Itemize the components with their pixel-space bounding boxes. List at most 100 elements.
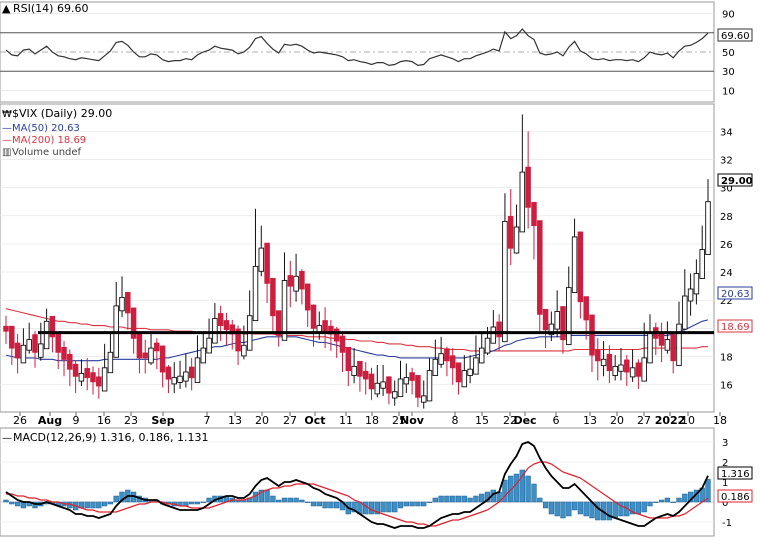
candle-body (84, 368, 90, 379)
candle-body (368, 373, 375, 390)
date-tick-label: 18 (713, 414, 727, 427)
candle-body (664, 339, 671, 351)
candle-body (513, 226, 520, 254)
date-tick-label: 20 (610, 414, 624, 427)
date-tick-label: Dec (513, 414, 536, 427)
chart-title-icon: ₩ (2, 109, 12, 120)
candle-body (72, 363, 79, 377)
signal-last-box (717, 489, 753, 503)
date-tick-label: 22 (503, 414, 517, 427)
candle-body (583, 296, 589, 321)
macd-histogram-bar (380, 501, 386, 513)
price-panel: 34323028262422201816 ₩ $VIX (Daily) 29.0… (0, 103, 753, 413)
macd-histogram-bar (658, 499, 665, 503)
price-tick-label: 16 (720, 381, 733, 392)
candle-body (374, 382, 381, 395)
candle-body (432, 358, 439, 376)
macd-histogram-bar (14, 501, 21, 507)
macd-tick-label: 0 (722, 498, 728, 509)
candle-body (647, 332, 653, 364)
volume-bars-icon: ▥ (2, 147, 11, 158)
rsi-last-label: 69.60 (721, 31, 750, 42)
date-tick-label: 20 (255, 414, 269, 427)
candle-body (206, 337, 212, 354)
candle-body (26, 339, 32, 351)
rsi-tick-label: 90 (722, 10, 735, 21)
macd-histogram-bar (612, 501, 618, 519)
candle-body (177, 375, 183, 383)
macd-histogram-bar (101, 501, 108, 507)
date-tick-label: 6 (553, 414, 560, 427)
price-tick-label: 24 (720, 268, 733, 279)
candle-body (502, 220, 508, 343)
macd-histogram-bar (415, 501, 421, 507)
candle-body (281, 280, 288, 341)
macd-histogram-bar (670, 501, 676, 503)
candle-body (9, 325, 15, 349)
rsi-tick-label: 30 (722, 67, 735, 78)
last-price-label: 29.00 (721, 176, 753, 187)
price-gridlines (0, 130, 714, 386)
candle-body (612, 365, 618, 376)
candle-body (217, 313, 224, 327)
macd-histogram-bar (635, 501, 642, 515)
date-tick-label: 9 (73, 414, 80, 427)
macd-histogram-bar (270, 495, 276, 503)
ma50-last-label: 20.63 (721, 289, 750, 300)
price-tick-label: 22 (720, 296, 733, 307)
macd-histogram-bar (374, 501, 380, 515)
date-tick-label: 15 (475, 414, 489, 427)
ma50-last-box (717, 286, 753, 300)
macd-tick-label: 3 (722, 438, 728, 449)
candle-body (577, 231, 584, 303)
candle-body (119, 296, 125, 312)
macd-histogram-bar (554, 501, 560, 517)
candle-body (154, 342, 160, 352)
candle-body (194, 357, 201, 383)
macd-histogram-bar (392, 501, 398, 513)
candle-body (299, 270, 305, 290)
macd-histogram-bar (432, 497, 438, 503)
macd-histogram-bar (664, 497, 671, 503)
price-tick-label: 32 (720, 155, 733, 166)
macd-tick-label: -1 (722, 518, 732, 529)
date-tick-label: Sep (151, 414, 174, 427)
last-price-box (717, 173, 753, 187)
macd-histogram-bar (397, 501, 404, 509)
candle-body (444, 348, 450, 362)
candle-body (125, 292, 131, 314)
macd-histogram-bar (206, 497, 212, 503)
macd-histogram-bar (90, 501, 96, 509)
candle-body (473, 357, 479, 375)
candle-body (142, 352, 148, 359)
candle-body (438, 353, 444, 365)
macd-histogram-bar (444, 495, 450, 503)
candle-body (624, 359, 630, 373)
candle-body (362, 370, 369, 380)
candle-body (159, 345, 166, 373)
candle-body (461, 370, 468, 388)
date-tick-label: 16 (97, 414, 111, 427)
macd-histogram-bar (287, 497, 293, 503)
macd-histogram-bar (96, 501, 102, 509)
chart-title: $VIX (Daily) 29.00 (12, 107, 112, 120)
candle-body (90, 372, 96, 383)
macd-histogram-bar (189, 501, 195, 505)
macd-histogram-bar (473, 495, 479, 503)
macd-histogram-bar (629, 501, 636, 515)
candle-body (252, 265, 259, 322)
candlestick-series (3, 114, 711, 409)
macd-histogram-bar (537, 497, 543, 503)
candle-body (397, 378, 404, 398)
candle-body (67, 353, 73, 370)
candle-body (589, 314, 595, 356)
candle-body (200, 347, 207, 364)
macd-histogram-bar (316, 501, 322, 507)
candle-body (554, 311, 560, 330)
macd-tick-label: 1 (722, 478, 728, 489)
candle-body (606, 353, 613, 372)
macd-histogram-bar (450, 495, 456, 503)
macd-histogram-bar (571, 501, 578, 511)
macd-histogram-bar (107, 501, 114, 505)
macd-histogram-bar (310, 501, 317, 507)
